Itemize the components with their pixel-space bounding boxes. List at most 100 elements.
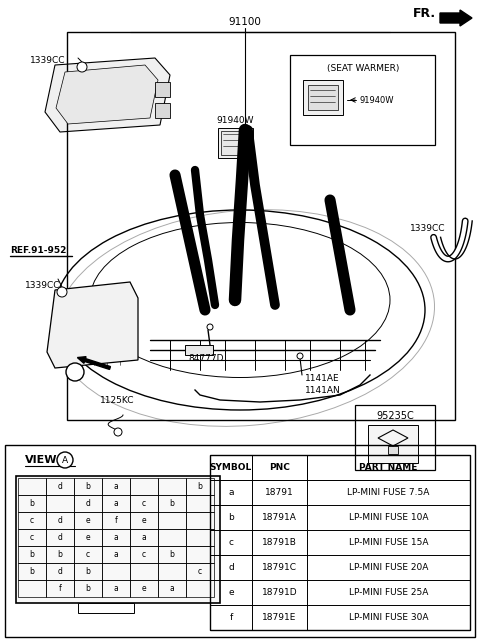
Text: 18791E: 18791E (262, 613, 297, 622)
Circle shape (114, 428, 122, 436)
Bar (102, 529, 130, 546)
Bar (46, 478, 74, 495)
Bar (130, 512, 158, 529)
Bar (186, 478, 214, 495)
Text: b: b (85, 567, 90, 576)
Text: VIEW: VIEW (25, 455, 58, 465)
Bar (158, 512, 186, 529)
Bar (158, 563, 186, 580)
Text: c: c (30, 533, 34, 542)
Text: b: b (58, 550, 62, 559)
Text: FR.: FR. (413, 6, 436, 19)
Bar (74, 563, 102, 580)
Bar (46, 580, 74, 597)
Text: e: e (142, 516, 146, 525)
Text: a: a (114, 550, 119, 559)
Text: e: e (86, 533, 90, 542)
Text: d: d (58, 516, 62, 525)
Text: a: a (114, 533, 119, 542)
Text: 1339CC: 1339CC (410, 223, 445, 232)
Polygon shape (47, 282, 138, 368)
Text: c: c (30, 516, 34, 525)
Text: LP-MINI FUSE 10A: LP-MINI FUSE 10A (349, 513, 428, 522)
Bar (130, 478, 158, 495)
Bar (218, 128, 253, 158)
Bar (130, 529, 158, 546)
Text: b: b (169, 550, 174, 559)
Text: e: e (86, 516, 90, 525)
FancyArrow shape (77, 357, 110, 370)
Bar (252, 605, 307, 630)
Bar (18, 529, 46, 546)
Text: b: b (30, 499, 35, 508)
Text: 1141AN: 1141AN (305, 386, 341, 395)
Bar (210, 580, 252, 605)
Bar (67, 32, 455, 420)
Text: a: a (169, 584, 174, 593)
Bar (74, 495, 102, 512)
Bar (210, 530, 252, 555)
Text: LP-MINI FUSE 20A: LP-MINI FUSE 20A (349, 563, 428, 572)
Bar (210, 480, 252, 505)
Text: d: d (58, 482, 62, 491)
Text: LP-MINI FUSE 15A: LP-MINI FUSE 15A (349, 538, 428, 547)
Bar (252, 455, 307, 480)
Bar (210, 455, 470, 630)
Text: b: b (85, 482, 90, 491)
Text: a: a (114, 584, 119, 593)
Text: e: e (228, 588, 234, 597)
Bar (252, 505, 307, 530)
Text: 18791D: 18791D (262, 588, 297, 597)
Bar (158, 580, 186, 597)
Bar (252, 555, 307, 580)
Circle shape (297, 353, 303, 359)
Text: 91940W: 91940W (360, 95, 395, 104)
Bar (74, 546, 102, 563)
Text: b: b (30, 550, 35, 559)
Bar (210, 605, 252, 630)
Polygon shape (56, 65, 158, 124)
Text: c: c (198, 567, 202, 576)
Text: A: A (62, 455, 68, 464)
Bar (74, 512, 102, 529)
Text: (SEAT WARMER): (SEAT WARMER) (327, 64, 399, 73)
Bar (158, 546, 186, 563)
Bar (155, 82, 170, 97)
Bar (18, 563, 46, 580)
Bar (252, 530, 307, 555)
Bar (102, 495, 130, 512)
Text: b: b (228, 513, 234, 522)
Bar (102, 512, 130, 529)
Circle shape (57, 452, 73, 468)
Bar (18, 546, 46, 563)
Bar (307, 505, 470, 530)
Bar (186, 580, 214, 597)
Text: c: c (86, 550, 90, 559)
Bar (185, 345, 213, 355)
Circle shape (57, 287, 67, 297)
Text: a: a (114, 482, 119, 491)
Bar (307, 555, 470, 580)
Bar (307, 530, 470, 555)
Bar (158, 478, 186, 495)
Text: 84777D: 84777D (188, 354, 224, 363)
Text: PART NAME: PART NAME (360, 463, 418, 472)
Circle shape (77, 62, 87, 72)
Bar (186, 563, 214, 580)
Text: PNC: PNC (269, 463, 290, 472)
Text: 1339CC: 1339CC (30, 55, 65, 64)
Bar (252, 580, 307, 605)
Text: LP-MINI FUSE 7.5A: LP-MINI FUSE 7.5A (348, 488, 430, 497)
Bar (252, 480, 307, 505)
Bar (102, 563, 130, 580)
Text: b: b (169, 499, 174, 508)
Text: 18791B: 18791B (262, 538, 297, 547)
Text: f: f (115, 516, 118, 525)
Polygon shape (45, 58, 170, 132)
Bar (130, 546, 158, 563)
Text: c: c (142, 550, 146, 559)
Text: a: a (114, 499, 119, 508)
Text: 18791A: 18791A (262, 513, 297, 522)
Bar (388, 446, 398, 454)
Bar (16, 476, 220, 603)
